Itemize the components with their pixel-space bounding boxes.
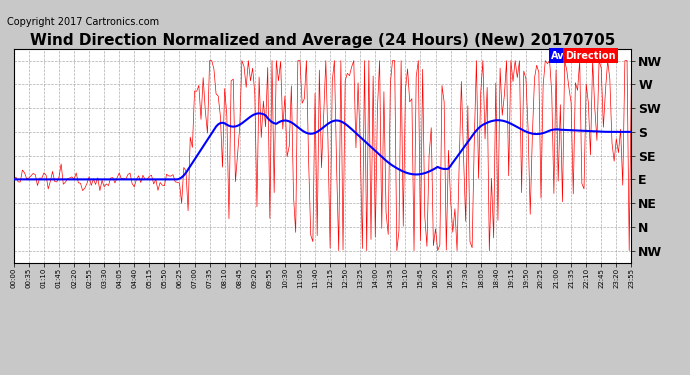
Text: Average: Average — [551, 51, 596, 61]
Text: Copyright 2017 Cartronics.com: Copyright 2017 Cartronics.com — [7, 17, 159, 27]
Text: Direction: Direction — [565, 51, 616, 61]
Title: Wind Direction Normalized and Average (24 Hours) (New) 20170705: Wind Direction Normalized and Average (2… — [30, 33, 615, 48]
